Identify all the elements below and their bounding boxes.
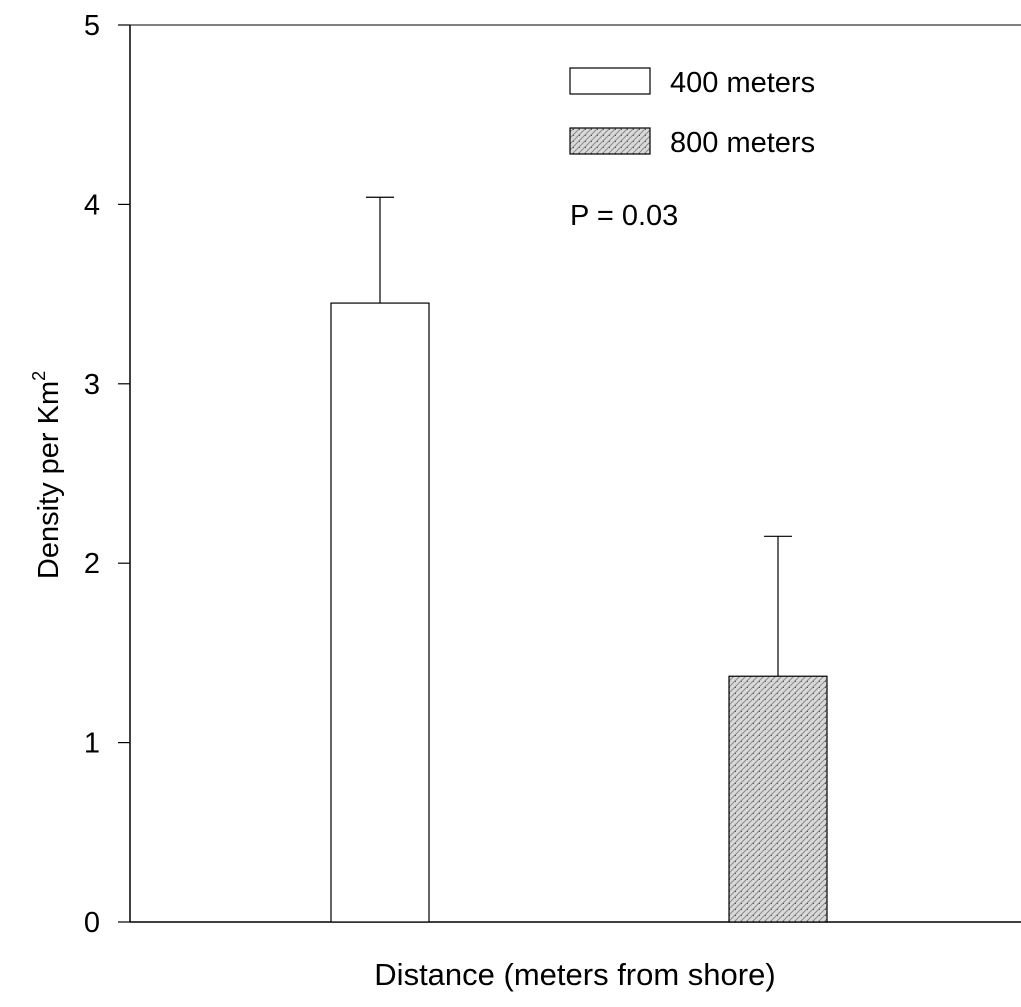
legend: 400 meters 800 meters	[569, 67, 815, 159]
p-value-annotation: P = 0.03	[570, 200, 678, 232]
legend-label-400: 400 meters	[670, 67, 815, 99]
y-tick-label: 4	[84, 189, 100, 221]
y-axis-label: Density per Km2	[29, 371, 65, 579]
legend-swatch-400	[569, 67, 651, 95]
plot-area	[129, 24, 1021, 923]
y-axis-label-group: Density per Km2	[29, 371, 65, 579]
legend-label-800: 800 meters	[670, 127, 815, 159]
y-tick-label: 2	[84, 548, 100, 580]
bar-group	[330, 196, 828, 923]
x-axis-label: Distance (meters from shore)	[374, 957, 775, 992]
bar-400-meters	[330, 302, 430, 923]
y-tick-label: 1	[84, 728, 100, 760]
y-tick-group: 0 1 2 3 4 5	[84, 10, 130, 939]
legend-swatch-800	[569, 127, 651, 155]
y-tick-label: 0	[84, 907, 100, 939]
bar-800-meters	[728, 675, 828, 923]
y-axis-label-superscript: 2	[29, 371, 49, 381]
y-tick-label: 5	[84, 10, 100, 42]
y-tick-label: 3	[84, 369, 100, 401]
